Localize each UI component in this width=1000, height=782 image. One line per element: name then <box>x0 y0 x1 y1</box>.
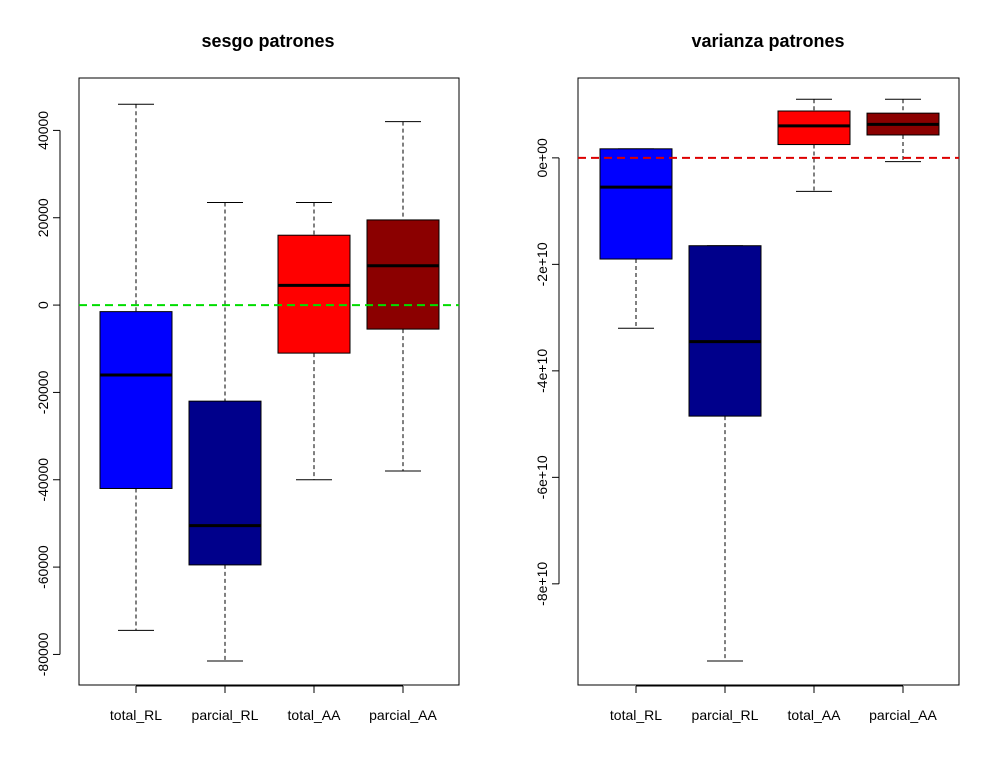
y-tick-label: -4e+10 <box>534 349 550 393</box>
y-tick-label: -2e+10 <box>534 242 550 286</box>
y-tick-label: -40000 <box>35 458 51 502</box>
y-tick-label: -8e+10 <box>534 562 550 606</box>
x-tick-label: parcial_RL <box>692 707 759 723</box>
y-tick-label: -80000 <box>35 632 51 676</box>
box-body <box>366 219 440 330</box>
box-total_AA <box>277 201 351 481</box>
box-parcial_RL <box>188 201 262 662</box>
y-tick-label: 40000 <box>35 111 51 150</box>
box-body <box>688 245 762 417</box>
panel-sesgo-patrones: sesgo patrones -80000 -60000 -40000 -20000 0… <box>35 31 460 723</box>
box-parcial_RL <box>688 245 762 662</box>
box-body <box>99 311 173 489</box>
y-tick-label: 0 <box>35 301 51 309</box>
y-tick-label: 0e+00 <box>534 138 550 178</box>
x-tick-label: total_RL <box>110 707 162 723</box>
plot-frame <box>577 77 960 686</box>
box-body <box>277 234 351 354</box>
y-tick-label: 20000 <box>35 198 51 237</box>
x-tick-label: total_RL <box>610 707 662 723</box>
y-tick-label: -60000 <box>35 545 51 589</box>
box-body <box>777 110 851 146</box>
box-total_RL <box>99 103 173 631</box>
box-total_RL <box>599 148 673 329</box>
y-tick-label: -20000 <box>35 370 51 414</box>
box-parcial_AA <box>866 98 940 163</box>
box-body <box>599 148 673 260</box>
chart-title: varianza patrones <box>691 31 844 51</box>
x-tick-label: parcial_RL <box>192 707 259 723</box>
x-tick-label: total_AA <box>288 707 342 723</box>
panel-varianza-patrones: varianza patrones -8e+10 -6e+10 -4e+10 -2e+… <box>534 31 960 723</box>
x-tick-label: total_AA <box>788 707 842 723</box>
box-parcial_AA <box>366 121 440 472</box>
box-body <box>188 400 262 566</box>
y-tick-label: -6e+10 <box>534 455 550 499</box>
x-tick-label: parcial_AA <box>369 707 437 723</box>
chart-title: sesgo patrones <box>201 31 334 51</box>
box-total_AA <box>777 98 851 192</box>
x-tick-label: parcial_AA <box>869 707 937 723</box>
plot-frame <box>78 77 460 686</box>
